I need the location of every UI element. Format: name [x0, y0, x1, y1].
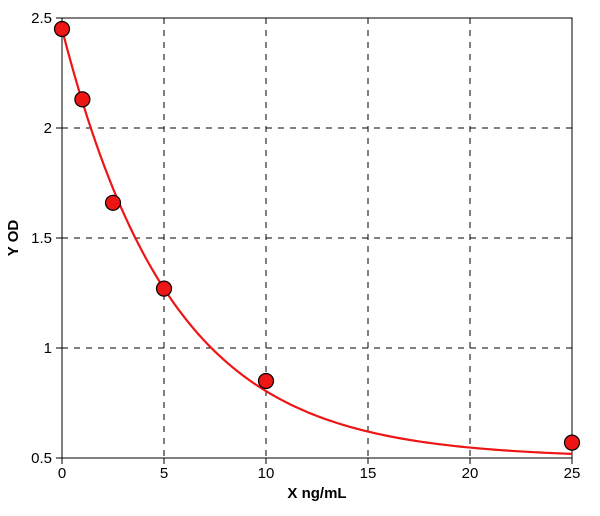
x-tick-label: 25 — [564, 465, 581, 482]
y-tick-label: 2.5 — [31, 10, 52, 27]
x-axis-label: X ng/mL — [287, 485, 346, 502]
y-axis-label: Y OD — [5, 220, 22, 257]
data-point — [157, 281, 172, 296]
data-point — [565, 435, 580, 450]
x-tick-label: 20 — [462, 465, 479, 482]
chart-svg: 0 5 10 15 20 25 0.5 1 1.5 2 2.5 X ng/mL Y OD — [0, 0, 600, 516]
chart-background — [0, 0, 600, 516]
data-point — [75, 92, 90, 107]
chart-container: 0 5 10 15 20 25 0.5 1 1.5 2 2.5 X ng/mL Y OD — [0, 0, 600, 516]
data-point — [55, 22, 70, 37]
y-tick-label: 1 — [44, 340, 52, 357]
data-point — [106, 195, 121, 210]
y-tick-label: 1.5 — [31, 230, 52, 247]
x-tick-label: 5 — [160, 465, 168, 482]
x-tick-label: 10 — [258, 465, 275, 482]
y-tick-label: 0.5 — [31, 450, 52, 467]
data-point — [259, 374, 274, 389]
y-tick-label: 2 — [44, 120, 52, 137]
x-tick-label: 15 — [360, 465, 377, 482]
x-tick-label: 0 — [58, 465, 66, 482]
